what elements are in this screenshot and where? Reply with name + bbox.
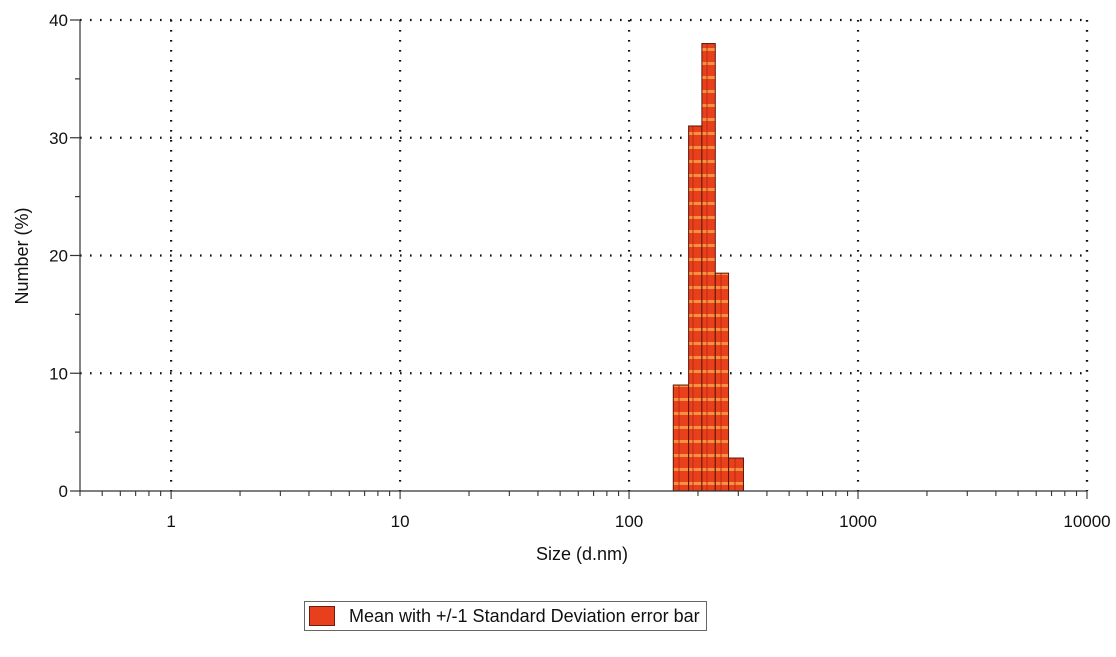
y-axis-title: Number (%) [12,207,32,304]
y-tick-label: 20 [49,247,68,266]
bar-5 [728,457,744,492]
legend: Mean with +/-1 Standard Deviation error … [304,601,707,631]
bar-3 [701,43,716,492]
legend-label: Mean with +/-1 Standard Deviation error … [349,605,700,626]
x-axis-title: Size (d.nm) [536,544,628,564]
chart-plot: 0 10 20 30 40 1 10 100 1000 10000 Size (d.nm) Num… [12,11,1111,564]
x-tick-label: 1 [166,512,175,531]
grid [80,18,1089,491]
labels: 0 10 20 30 40 1 10 100 1000 10000 [49,11,1111,531]
bar-4 [714,272,730,492]
x-tick-label: 100 [615,512,643,531]
bars [672,43,744,492]
y-tick-label: 10 [49,364,68,383]
x-tick-label: 10000 [1063,512,1110,531]
bar-1 [672,384,690,492]
y-tick-label: 30 [49,129,68,148]
x-tick-label: 1000 [839,512,877,531]
bar-2 [688,125,703,492]
axes [70,19,1088,499]
y-tick-label: 40 [49,11,68,30]
x-tick-label: 10 [391,512,410,531]
legend-swatch [309,606,335,626]
y-tick-label: 0 [59,482,68,501]
